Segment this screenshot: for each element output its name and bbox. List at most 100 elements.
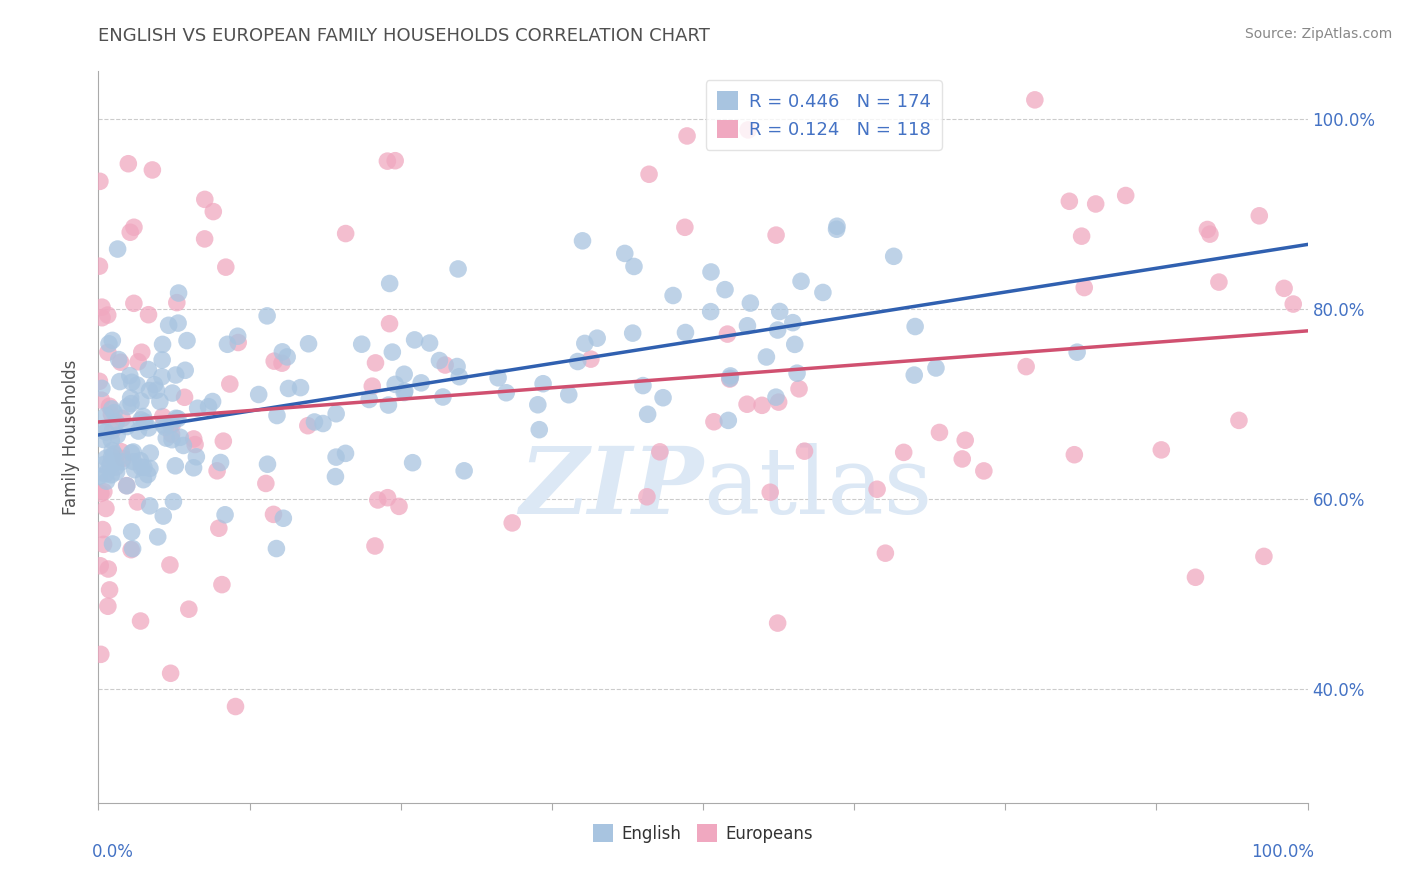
Point bbox=[737, 123, 759, 137]
Point bbox=[157, 318, 180, 333]
Point bbox=[94, 425, 117, 439]
Point bbox=[703, 415, 725, 429]
Point bbox=[104, 460, 127, 475]
Point bbox=[101, 401, 124, 416]
Point bbox=[162, 417, 184, 432]
Point bbox=[271, 344, 294, 359]
Point bbox=[717, 413, 740, 427]
Point bbox=[735, 397, 758, 411]
Point bbox=[91, 523, 114, 537]
Point bbox=[950, 452, 973, 467]
Point bbox=[150, 369, 173, 384]
Point bbox=[162, 386, 184, 401]
Point bbox=[716, 327, 738, 342]
Point bbox=[247, 387, 270, 401]
Point bbox=[893, 445, 915, 459]
Point bbox=[1015, 359, 1038, 374]
Point bbox=[453, 464, 475, 478]
Point bbox=[392, 368, 415, 382]
Point bbox=[335, 446, 357, 460]
Point bbox=[141, 163, 163, 178]
Point bbox=[1272, 281, 1295, 295]
Point bbox=[574, 336, 596, 351]
Point bbox=[825, 219, 848, 234]
Point bbox=[100, 450, 122, 464]
Point bbox=[167, 411, 190, 425]
Point bbox=[110, 444, 132, 458]
Point bbox=[118, 368, 141, 383]
Point bbox=[1066, 345, 1088, 359]
Point bbox=[89, 558, 111, 573]
Point bbox=[446, 359, 468, 374]
Point bbox=[381, 345, 404, 359]
Point bbox=[718, 368, 741, 383]
Point bbox=[394, 384, 416, 398]
Point bbox=[138, 421, 160, 435]
Point bbox=[184, 437, 207, 451]
Point bbox=[621, 326, 644, 340]
Point bbox=[162, 494, 184, 508]
Point bbox=[136, 467, 159, 482]
Point bbox=[201, 394, 224, 409]
Point bbox=[740, 296, 762, 310]
Point bbox=[209, 456, 232, 470]
Point bbox=[501, 516, 523, 530]
Point bbox=[120, 391, 142, 405]
Point bbox=[613, 246, 636, 260]
Point bbox=[211, 577, 233, 591]
Point bbox=[105, 455, 128, 469]
Point bbox=[766, 616, 789, 631]
Point bbox=[304, 415, 326, 429]
Point bbox=[718, 371, 741, 385]
Point bbox=[136, 362, 159, 376]
Point bbox=[434, 358, 457, 372]
Point bbox=[100, 467, 122, 482]
Point bbox=[359, 392, 381, 407]
Point bbox=[953, 434, 976, 448]
Point bbox=[202, 204, 225, 219]
Point bbox=[194, 232, 217, 246]
Point bbox=[145, 383, 167, 397]
Point bbox=[165, 458, 187, 473]
Point bbox=[90, 381, 112, 395]
Point bbox=[110, 355, 132, 369]
Point bbox=[152, 417, 174, 432]
Point bbox=[429, 353, 451, 368]
Point bbox=[364, 356, 387, 370]
Point bbox=[364, 539, 387, 553]
Point bbox=[495, 385, 517, 400]
Point bbox=[115, 479, 138, 493]
Point bbox=[1070, 229, 1092, 244]
Point bbox=[866, 482, 889, 496]
Point bbox=[155, 431, 177, 445]
Point bbox=[714, 283, 737, 297]
Point bbox=[97, 599, 120, 614]
Point bbox=[105, 465, 128, 479]
Point bbox=[121, 541, 143, 556]
Point bbox=[529, 423, 551, 437]
Point bbox=[225, 699, 247, 714]
Point bbox=[662, 288, 685, 302]
Point bbox=[449, 369, 471, 384]
Point bbox=[290, 381, 312, 395]
Point bbox=[297, 418, 319, 433]
Point bbox=[759, 485, 782, 500]
Point bbox=[388, 500, 411, 514]
Point bbox=[486, 371, 509, 385]
Point bbox=[419, 336, 441, 351]
Point bbox=[177, 602, 200, 616]
Point bbox=[212, 434, 235, 449]
Point bbox=[208, 521, 231, 535]
Point bbox=[1282, 297, 1305, 311]
Point bbox=[172, 438, 194, 452]
Point bbox=[183, 460, 205, 475]
Point bbox=[197, 400, 219, 414]
Point bbox=[378, 277, 401, 291]
Point bbox=[97, 308, 120, 322]
Point bbox=[194, 193, 217, 207]
Point bbox=[768, 395, 790, 409]
Point bbox=[1227, 413, 1250, 427]
Point bbox=[89, 374, 111, 388]
Point bbox=[263, 508, 285, 522]
Point bbox=[755, 350, 778, 364]
